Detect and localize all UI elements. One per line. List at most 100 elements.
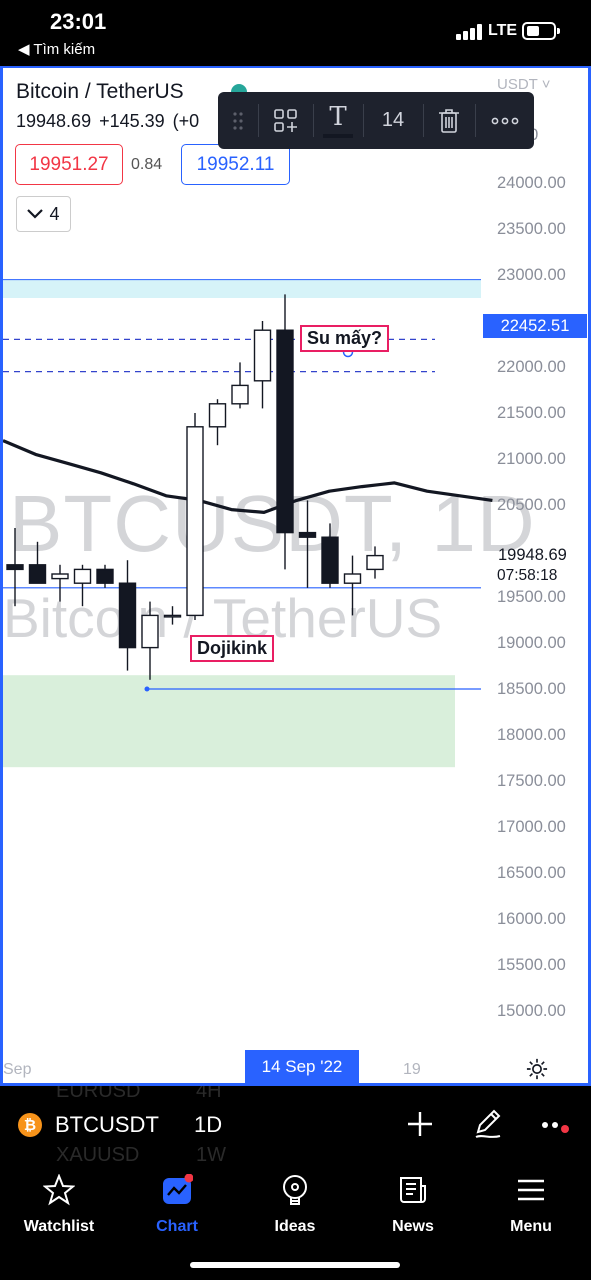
- more-icon[interactable]: [479, 92, 531, 149]
- symbol-search-button[interactable]: BTCUSDT: [55, 1112, 159, 1137]
- text-annotation-su-may[interactable]: Su mấy?: [300, 325, 390, 352]
- nav-news[interactable]: News: [363, 1172, 463, 1242]
- nav-watchlist[interactable]: Watchlist: [9, 1172, 109, 1242]
- candle-body: [298, 531, 317, 538]
- time-axis-label: 19: [403, 1061, 421, 1078]
- candle-body: [118, 582, 137, 649]
- battery-icon: [522, 22, 560, 40]
- text-icon[interactable]: T: [317, 92, 359, 149]
- highlighted-price-tag: 22452.51: [483, 314, 587, 338]
- price-axis-label: 21000.00: [497, 450, 566, 468]
- moving-average-line: [3, 439, 493, 514]
- indicator-count: 4: [49, 203, 60, 224]
- bar-countdown: 07:58:18: [497, 567, 558, 584]
- nav-menu[interactable]: Menu: [481, 1172, 581, 1242]
- chart-pane[interactable]: BTCUSDT, 1D Bitcoin / TetherUS Bitcoin /…: [0, 66, 591, 1086]
- legend-change: +145.39: [99, 111, 165, 131]
- font-size-button[interactable]: 14: [381, 109, 405, 131]
- level-anchor-point: [144, 686, 150, 692]
- price-axis-label: 17000.00: [497, 818, 566, 836]
- candle-body: [321, 536, 339, 584]
- chart-icon: [163, 1174, 193, 1204]
- star-icon: [43, 1174, 75, 1206]
- text-tool-glyph: T: [329, 101, 347, 132]
- candle-body: [208, 403, 227, 428]
- candle-body: [6, 564, 24, 571]
- resistance-zone: [3, 279, 481, 298]
- add-object-icon[interactable]: [262, 92, 310, 149]
- price-axis-label: 21500.00: [497, 404, 566, 422]
- price-axis-label: 17500.00: [497, 772, 566, 790]
- sell-button[interactable]: 19951.27: [15, 144, 123, 185]
- symbol-title[interactable]: Bitcoin / TetherUS: [16, 80, 184, 103]
- hamburger-icon: [518, 1179, 544, 1201]
- time-axis-label: Sep: [3, 1061, 32, 1078]
- price-axis-label: 23500.00: [497, 220, 566, 238]
- candle-body: [253, 329, 272, 382]
- legend-change-percent: (+0: [172, 111, 200, 131]
- nav-label: News: [392, 1218, 434, 1235]
- legend-last-price: 19948.69: [16, 111, 92, 131]
- price-axis-label: 24000.00: [497, 174, 566, 192]
- price-axis-label: 15000.00: [497, 1002, 566, 1020]
- price-axis-label: 15500.00: [497, 956, 566, 974]
- candle-body: [73, 568, 92, 584]
- trash-icon[interactable]: [427, 92, 471, 149]
- pen-icon[interactable]: [472, 1108, 504, 1140]
- candle-body: [343, 573, 362, 584]
- price-axis-label: 22000.00: [497, 358, 566, 376]
- network-label: LTE: [488, 22, 518, 39]
- text-annotation-dojikink[interactable]: Dojikink: [190, 635, 275, 662]
- selected-date-tag: 14 Sep '22: [245, 1050, 359, 1084]
- candle-body: [366, 554, 384, 571]
- price-axis-label: 18500.00: [497, 680, 566, 698]
- symbol-bar: EURUSD 4H XAUUSD 1W ₿ BTCUSDT 1D: [0, 1086, 591, 1162]
- candle-body: [163, 614, 182, 618]
- home-indicator: [190, 1262, 400, 1268]
- price-chart[interactable]: [3, 68, 588, 1086]
- nav-ideas[interactable]: Ideas: [245, 1172, 345, 1242]
- nav-label: Watchlist: [23, 1218, 95, 1235]
- lightbulb-icon: [283, 1175, 307, 1205]
- nav-label: Menu: [510, 1218, 552, 1235]
- chevron-down-icon: [27, 209, 44, 219]
- gear-icon[interactable]: [526, 1058, 548, 1080]
- buy-button[interactable]: 19952.11: [181, 144, 290, 185]
- price-axis-label: 16000.00: [497, 910, 566, 928]
- price-axis-label: 19000.00: [497, 634, 566, 652]
- price-axis-label: 18000.00: [497, 726, 566, 744]
- price-axis-label: 19500.00: [497, 588, 566, 606]
- candle-body: [28, 564, 47, 584]
- price-axis-label: 20500.00: [497, 496, 566, 514]
- drag-handle-icon[interactable]: [222, 92, 254, 149]
- interval-button[interactable]: 1D: [194, 1112, 223, 1137]
- candle-body: [276, 329, 294, 534]
- price-axis-label: 16500.00: [497, 864, 566, 882]
- news-icon: [400, 1177, 426, 1203]
- candle-body: [51, 573, 69, 580]
- text-color-swatch: [323, 133, 353, 138]
- plus-icon[interactable]: [406, 1110, 434, 1138]
- nav-chart[interactable]: Chart: [127, 1172, 227, 1242]
- more-dots-icon[interactable]: [540, 1110, 574, 1140]
- status-time: 23:01: [50, 9, 107, 34]
- back-to-search-link[interactable]: ◀ Tìm kiếm: [18, 41, 96, 58]
- signal-icon: [456, 24, 482, 40]
- status-bar: 23:01 ◀ Tìm kiếm LTE: [0, 0, 591, 66]
- candle-body: [186, 426, 204, 617]
- nav-label: Chart: [156, 1218, 198, 1235]
- nav-label: Ideas: [274, 1218, 316, 1235]
- bottom-navigation: Watchlist Chart Ideas News Menu: [0, 1162, 591, 1280]
- legend-price-row: 19948.69 +145.39 (+0: [16, 111, 207, 132]
- drawing-toolbar: T 14: [218, 92, 534, 149]
- legend-collapse-button[interactable]: 4: [16, 196, 71, 232]
- candle-body: [96, 568, 114, 584]
- candle-body: [231, 384, 249, 405]
- bitcoin-icon: ₿: [18, 1113, 42, 1137]
- currency-selector[interactable]: USDT ˅: [497, 76, 551, 93]
- ghost-symbol: XAUUSD 1W: [56, 1144, 226, 1162]
- ghost-symbol: EURUSD 4H: [56, 1086, 222, 1102]
- last-price-label: 19948.69: [498, 546, 567, 564]
- price-axis-label: 23000.00: [497, 266, 566, 284]
- spread-value: 0.84: [131, 156, 163, 173]
